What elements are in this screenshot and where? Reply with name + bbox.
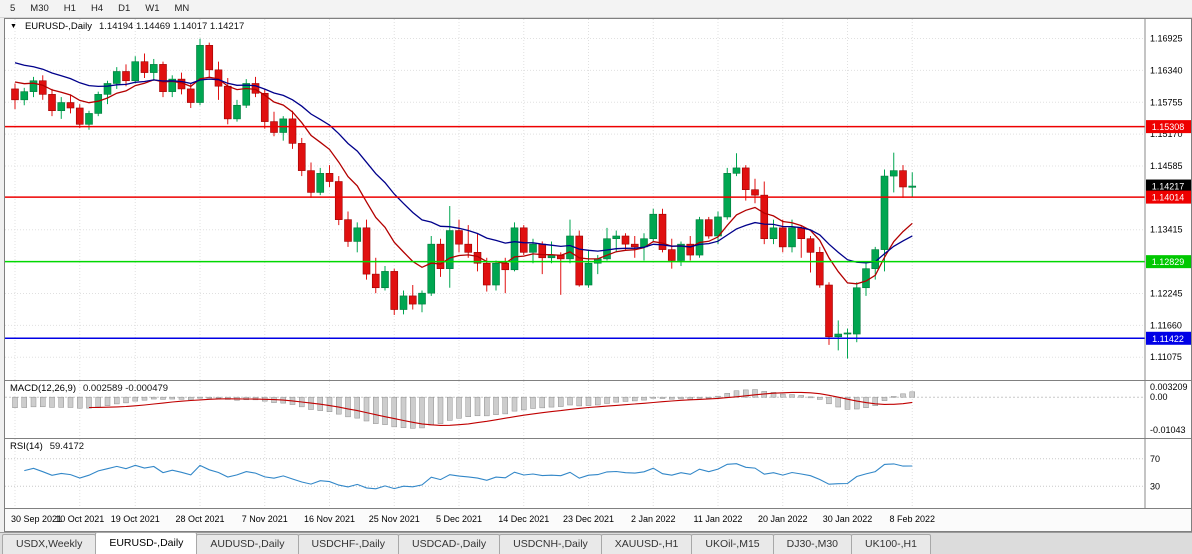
rsi-line (24, 463, 913, 490)
resistance-price-badge (1146, 190, 1191, 204)
date-label: 30 Jan 2022 (822, 514, 873, 524)
price-panel[interactable]: 1.16925 1.16340 1.15755 1.15170 1.14585 1.134… (5, 19, 1191, 381)
svg-text:0.00: 0.00 (1150, 392, 1168, 402)
timeframe-button-m30[interactable]: M30 (30, 3, 49, 14)
price-panel-header: ▼ EURUSD-,Daily 1.14194 1.14469 1.14017 … (10, 21, 244, 32)
svg-text:1.11075: 1.11075 (1150, 352, 1182, 362)
date-label: 5 Dec 2021 (435, 514, 483, 524)
macd-panel-header: MACD(12,26,9) 0.002589 -0.000479 (10, 383, 168, 394)
timeframe-button-h4[interactable]: H4 (90, 3, 104, 14)
date-label: 10 Oct 2021 (55, 514, 105, 524)
price-grid (5, 19, 1145, 380)
svg-text:1.11660: 1.11660 (1150, 320, 1182, 330)
chart-tab-dj30m30[interactable]: DJ30-,M30 (772, 534, 853, 554)
date-label: 16 Nov 2021 (303, 514, 356, 524)
support-price-badge (1146, 255, 1191, 269)
timeframe-button-h1[interactable]: H1 (63, 3, 76, 14)
rsi-panel[interactable]: 70 30 RSI(14) 59.4172 (5, 439, 1191, 509)
chart-tab-usdcaddaily[interactable]: USDCAD-,Daily (398, 534, 501, 554)
chart-tab-usdchfdaily[interactable]: USDCHF-,Daily (297, 534, 400, 554)
resistance-price-badge (1146, 120, 1191, 134)
date-label: 7 Nov 2021 (241, 514, 288, 524)
svg-text:0.003209: 0.003209 (1150, 382, 1188, 392)
svg-text:1.14014: 1.14014 (1152, 193, 1185, 203)
svg-text:1.16340: 1.16340 (1150, 65, 1183, 75)
date-label: 25 Nov 2021 (368, 514, 420, 524)
timeframe-toolbar: 5 M30 H1 H4 D1 W1 MN (0, 0, 1192, 18)
macd-signal-line (88, 391, 913, 426)
support-price-badge (1146, 331, 1191, 345)
rsi-panel-header: RSI(14) 59.4172 (10, 441, 84, 452)
svg-text:1.14585: 1.14585 (1150, 161, 1183, 171)
date-label: 2 Jan 2022 (630, 514, 676, 524)
chart-menu-icon[interactable]: ▼ (10, 23, 17, 30)
chart-tab-usdxweekly[interactable]: USDX,Weekly (2, 534, 97, 554)
chart-tab-ukoilm15[interactable]: UKOil-,M15 (691, 534, 774, 554)
macd-indicator-label: MACD(12,26,9) (10, 383, 76, 394)
rsi-indicator-label: RSI(14) (10, 441, 43, 452)
svg-text:1.15755: 1.15755 (1150, 97, 1183, 107)
price-chart-canvas[interactable]: 1.16925 1.16340 1.15755 1.15170 1.14585 1.134… (5, 19, 1191, 380)
candlesticks (11, 38, 917, 359)
chart-tab-eurusddaily[interactable]: EURUSD-,Daily (95, 532, 198, 554)
svg-text:1.13415: 1.13415 (1150, 225, 1183, 235)
moving-average-line (14, 62, 913, 264)
rsi-indicator-value: 59.4172 (49, 441, 85, 452)
svg-text:1.16925: 1.16925 (1150, 34, 1183, 44)
svg-text:-0.01043: -0.01043 (1150, 425, 1186, 435)
chart-tab-xauusdh1[interactable]: XAUUSD-,H1 (600, 534, 693, 554)
svg-text:1.12245: 1.12245 (1150, 288, 1183, 298)
chart-window: 1.16925 1.16340 1.15755 1.15170 1.14585 1.134… (4, 18, 1192, 532)
svg-text:1.15308: 1.15308 (1152, 122, 1185, 132)
date-label: 30 Sep 2021 (11, 514, 63, 524)
date-label: 28 Oct 2021 (175, 514, 225, 524)
time-axis[interactable]: 30 Sep 2021 10 Oct 2021 19 Oct 2021 28 Oct … (5, 509, 1191, 531)
date-label: 11 Jan 2022 (693, 514, 743, 524)
svg-text:30: 30 (1150, 481, 1160, 491)
svg-text:1.14217: 1.14217 (1152, 182, 1185, 192)
chart-tab-audusddaily[interactable]: AUDUSD-,Daily (196, 534, 299, 554)
macd-indicator-values: 0.002589 -0.000479 (83, 383, 169, 394)
timeframe-button-w1[interactable]: W1 (145, 3, 160, 14)
date-label: 20 Jan 2022 (757, 514, 808, 524)
price-axis: 1.16925 1.16340 1.15755 1.15170 1.14585 1.134… (1146, 34, 1191, 362)
date-label: 23 Dec 2021 (562, 514, 615, 524)
svg-text:1.12829: 1.12829 (1152, 257, 1185, 267)
date-label: 14 Dec 2021 (498, 514, 550, 524)
timeframe-button-d1[interactable]: D1 (118, 3, 131, 14)
svg-text:70: 70 (1150, 454, 1160, 464)
chart-tab-usdcnhdaily[interactable]: USDCNH-,Daily (499, 534, 602, 554)
svg-text:1.15170: 1.15170 (1150, 129, 1183, 139)
chart-ohlc-values: 1.14194 1.14469 1.14017 1.14217 (98, 21, 245, 32)
chart-tab-uk100h1[interactable]: UK100-,H1 (851, 534, 931, 554)
chart-tab-bar: USDX,Weekly EURUSD-,Daily AUDUSD-,Daily USD… (0, 532, 1192, 554)
timeframe-button-5[interactable]: 5 (10, 3, 16, 14)
date-label: 8 Feb 2022 (889, 514, 936, 524)
macd-histogram (12, 389, 915, 429)
svg-text:1.11422: 1.11422 (1152, 334, 1184, 344)
timeframe-button-mn[interactable]: MN (174, 3, 190, 14)
chart-symbol-label: EURUSD-,Daily (24, 21, 92, 32)
macd-panel[interactable]: 0.003209 0.00 -0.01043 MACD(12,26,9) 0.002… (5, 381, 1191, 439)
moving-average-line (14, 76, 913, 285)
current-price-badge (1146, 179, 1191, 193)
date-label: 19 Oct 2021 (110, 514, 160, 524)
rsi-chart-canvas[interactable]: 70 30 (5, 439, 1191, 508)
